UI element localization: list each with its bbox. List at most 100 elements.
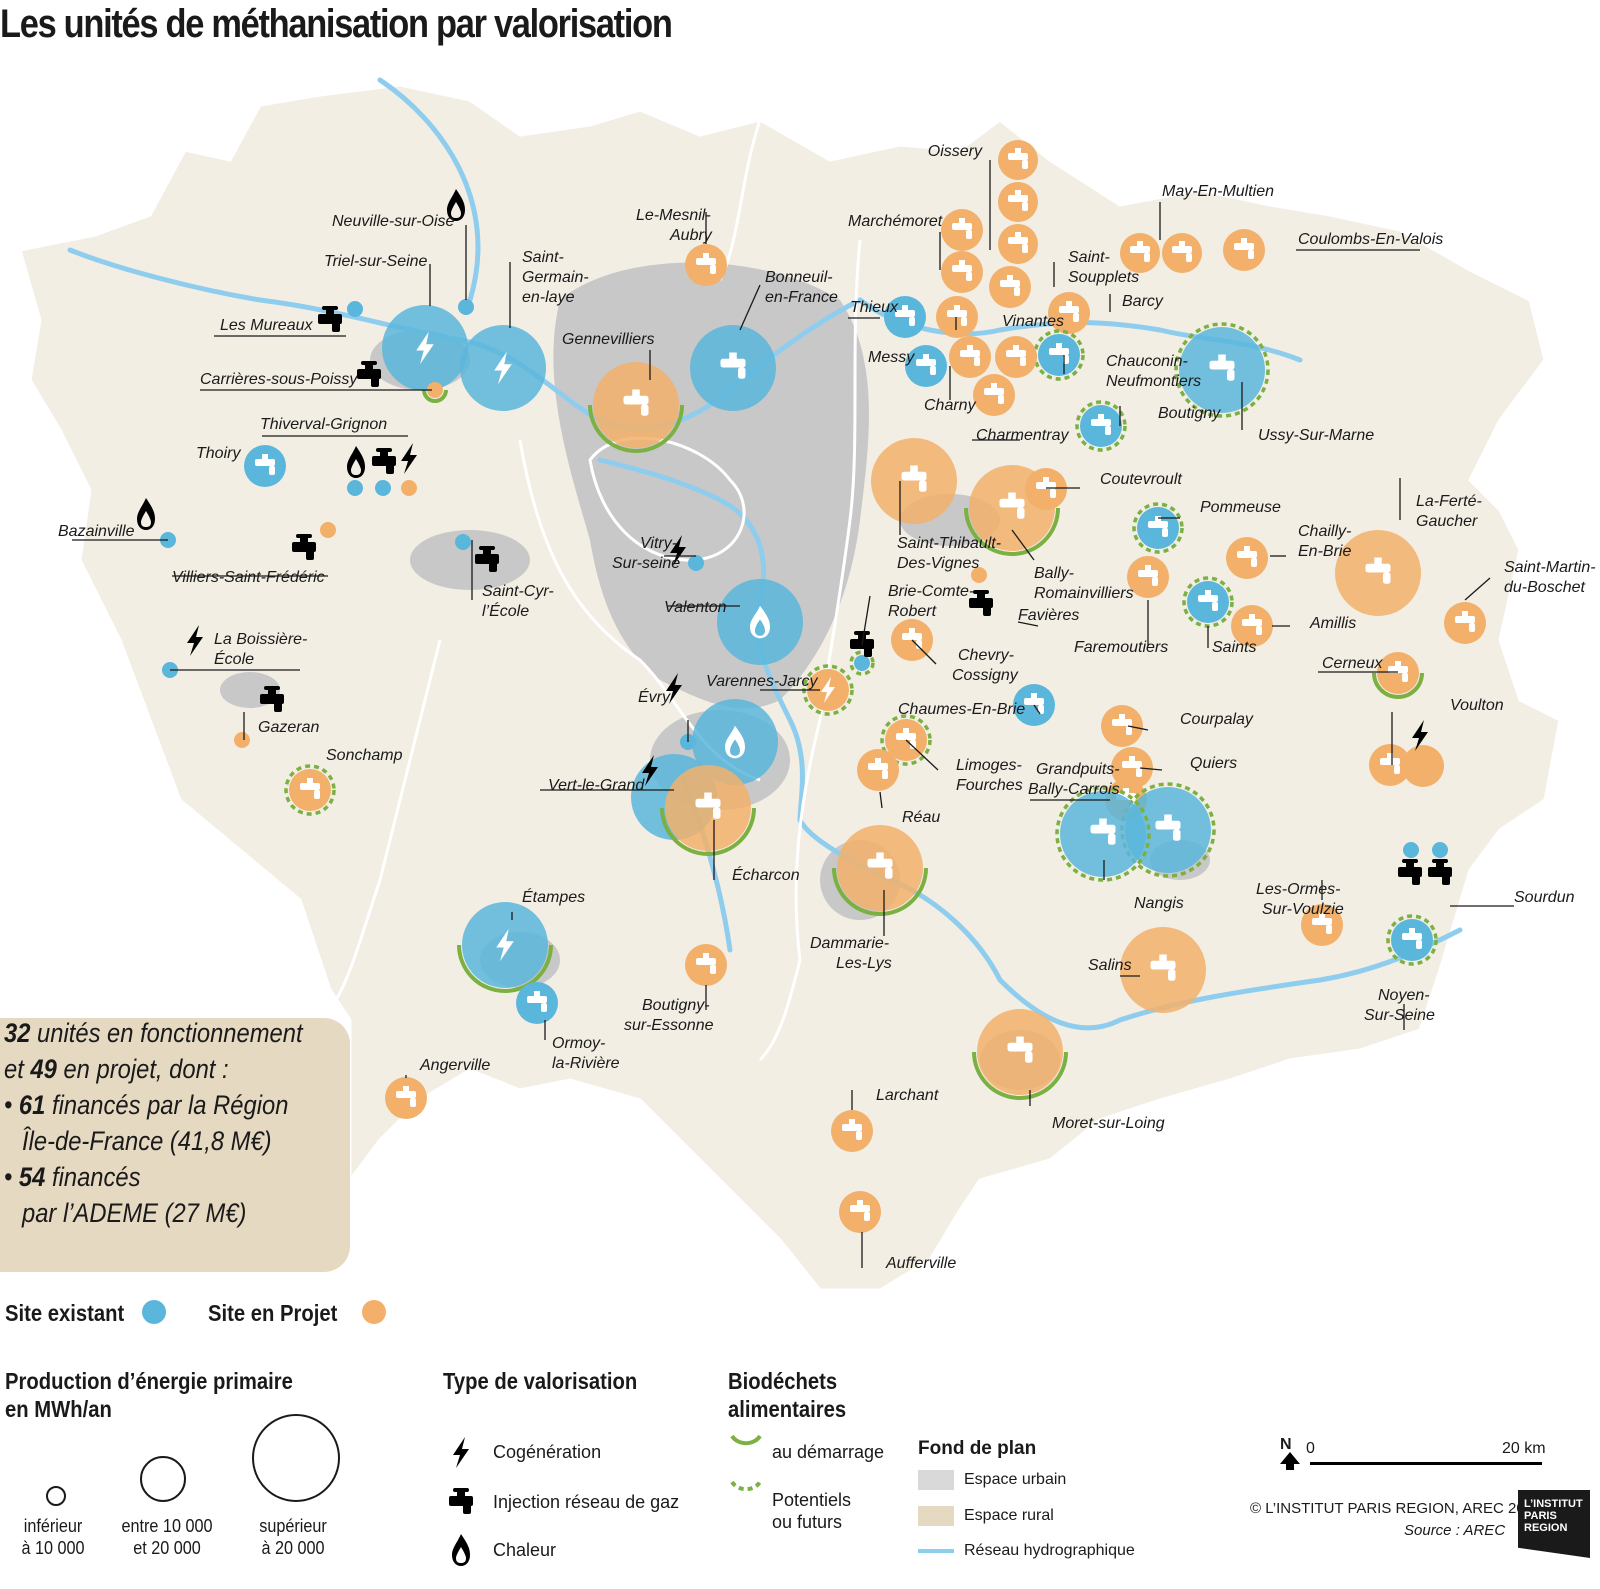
site-marker-r-au[interactable] <box>857 749 899 791</box>
site-label-gazeran: Gazeran <box>258 719 319 736</box>
site-marker-charmentray[interactable] <box>973 374 1015 416</box>
site-marker-oissery[interactable] <box>998 140 1038 180</box>
site-marker-vitry-sur-seine[interactable] <box>688 555 704 571</box>
site-marker-march-moret[interactable] <box>941 251 983 293</box>
site-marker-ormoy-la-rivi-re[interactable] <box>516 982 558 1024</box>
site-label-laferte2: Gaucher <box>1416 513 1478 530</box>
site-marker-gazeran[interactable] <box>234 732 250 748</box>
site-marker-boutigny[interactable] <box>1075 400 1127 452</box>
site-marker-voulton[interactable] <box>1369 744 1411 786</box>
site-marker-saint-thibault-des-vignes[interactable] <box>871 438 957 524</box>
site-label-mureaux: Les Mureaux <box>220 317 313 334</box>
site-marker-saint-soupplets[interactable] <box>989 266 1031 308</box>
site-marker-coutevroult[interactable] <box>1025 468 1067 510</box>
site-marker-boutigny-sur-essonne[interactable] <box>685 944 727 986</box>
site-marker-faremoutiers[interactable] <box>1127 556 1169 598</box>
site-marker-dammarie-les-lys[interactable] <box>832 825 928 916</box>
site-label-favieres: Favières <box>1018 607 1079 624</box>
site-marker-sourdun[interactable] <box>1432 842 1448 858</box>
site-label-echarcon: Écharcon <box>732 865 800 884</box>
site-label-moret: Moret-sur-Loing <box>1052 1115 1165 1132</box>
site-marker-thoiry[interactable] <box>244 445 286 487</box>
site-marker-charny[interactable] <box>995 336 1037 378</box>
site-marker-barcy[interactable] <box>1048 292 1090 334</box>
site-marker-valenton[interactable] <box>717 579 803 665</box>
site-marker-triel-sur-seine[interactable] <box>382 305 468 391</box>
site-marker-vert-le-grand[interactable] <box>692 699 778 785</box>
site-label-vitry1: Vitry- <box>640 535 677 552</box>
site-marker-les-mureaux[interactable] <box>347 301 363 317</box>
site-marker-brie-comte-robert[interactable] <box>849 650 875 676</box>
site-marker-gennevilliers[interactable] <box>588 362 684 453</box>
site-label-quiers: Quiers <box>1190 755 1237 772</box>
site-marker-march-moret[interactable] <box>941 209 983 251</box>
site-label-triel: Triel-sur-Seine <box>324 253 428 270</box>
leader-line <box>1011 529 1035 561</box>
site-marker-thiverval-grignon[interactable] <box>375 480 391 496</box>
site-marker-courpalay[interactable] <box>1101 705 1143 747</box>
site-marker-charny[interactable] <box>949 336 991 378</box>
site-marker-saint-cyr-l-cole[interactable] <box>455 534 471 550</box>
site-marker-aufferville[interactable] <box>839 1191 881 1233</box>
site-marker-angerville[interactable] <box>385 1077 427 1119</box>
site-label-nangis: Nangis <box>1134 895 1184 912</box>
site-label-stgermain2: Germain- <box>522 269 589 286</box>
site-marker-carri-res-sous-poissy[interactable] <box>422 382 448 403</box>
site-marker-may-en-multien[interactable] <box>1120 233 1160 273</box>
summary-project-count: 49 <box>30 1054 57 1084</box>
site-marker-thiverval-grignon[interactable] <box>401 480 417 496</box>
site-marker-voulton[interactable] <box>1402 745 1444 787</box>
site-marker-oissery[interactable] <box>998 224 1038 264</box>
site-marker-cerneux[interactable] <box>1372 652 1424 699</box>
site-label-ormoy2: la-Rivière <box>552 1055 620 1072</box>
site-label-bonneuil1: Bonneuil- <box>765 269 833 286</box>
site-circle <box>347 301 363 317</box>
legend-existing-dot <box>142 1300 166 1324</box>
site-label-boutignyess1: Boutigny- <box>642 997 710 1014</box>
leader-line <box>1139 767 1163 771</box>
site-marker--tampes[interactable] <box>457 902 553 993</box>
site-marker-favi-res[interactable] <box>971 567 987 583</box>
site-marker-nangis[interactable] <box>1055 786 1151 882</box>
site-label-coutevroult: Coutevroult <box>1100 471 1182 488</box>
site-marker-la-fert-gaucher[interactable] <box>1335 530 1421 616</box>
site-marker-neuville-sur-oise[interactable] <box>458 299 474 315</box>
site-label-stthibault2: Des-Vignes <box>897 555 979 572</box>
site-marker-amillis[interactable] <box>1231 605 1273 647</box>
site-label-bally1: Bally- <box>1034 565 1074 582</box>
site-marker-les-ormes-sur-voulzie[interactable] <box>1301 904 1343 946</box>
site-marker-thiverval-grignon[interactable] <box>347 480 363 496</box>
site-marker-villiers-saint-fr-d-ric[interactable] <box>320 522 336 538</box>
site-marker-oissery[interactable] <box>998 182 1038 222</box>
site-label-grandpuits1: Grandpuits- <box>1036 761 1120 778</box>
legend-bio-start-mark <box>730 1434 762 1446</box>
site-marker-messy[interactable] <box>905 345 947 387</box>
site-marker-quiers[interactable] <box>1111 747 1153 789</box>
site-marker-thieux[interactable] <box>884 296 926 338</box>
site-marker-saint-germain-en-laye[interactable] <box>460 325 546 411</box>
site-marker-sonchamp[interactable] <box>284 764 336 816</box>
site-marker-coulombs-en-valois[interactable] <box>1223 229 1265 271</box>
site-marker-vinantes[interactable] <box>936 296 978 338</box>
site-marker-larchant[interactable] <box>831 1110 873 1152</box>
site-marker-moret-sur-loing[interactable] <box>972 1009 1068 1100</box>
site-marker-chailly-en-brie[interactable] <box>1226 537 1268 579</box>
credit-line-1: © L’INSTITUT PARIS REGION, AREC 2021 <box>1250 1500 1542 1517</box>
site-marker--charcon[interactable] <box>660 765 756 856</box>
institute-logo: L’INSTITUT PARIS REGION <box>1518 1490 1590 1558</box>
site-marker-ussy-sur-marne[interactable] <box>1174 322 1270 418</box>
site-label-ormoy1: Ormoy- <box>552 1035 605 1052</box>
site-marker-sourdun[interactable] <box>1403 842 1419 858</box>
legend-type-icons <box>449 1437 473 1566</box>
site-marker-bonneuil-en-france[interactable] <box>690 325 776 411</box>
site-circle <box>665 765 751 851</box>
site-marker-salins[interactable] <box>1120 927 1206 1013</box>
biowaste-start-arc <box>972 1051 1068 1100</box>
site-marker-le-mesnil-aubry[interactable] <box>685 244 727 286</box>
site-marker-saint-martin-du-boschet[interactable] <box>1444 602 1486 644</box>
site-marker-noyen-sur-seine[interactable] <box>1386 914 1438 966</box>
site-marker-may-en-multien[interactable] <box>1162 233 1202 273</box>
legend-type-title: Type de valorisation <box>443 1368 638 1394</box>
site-label-gennevilliers: Gennevilliers <box>562 331 654 348</box>
